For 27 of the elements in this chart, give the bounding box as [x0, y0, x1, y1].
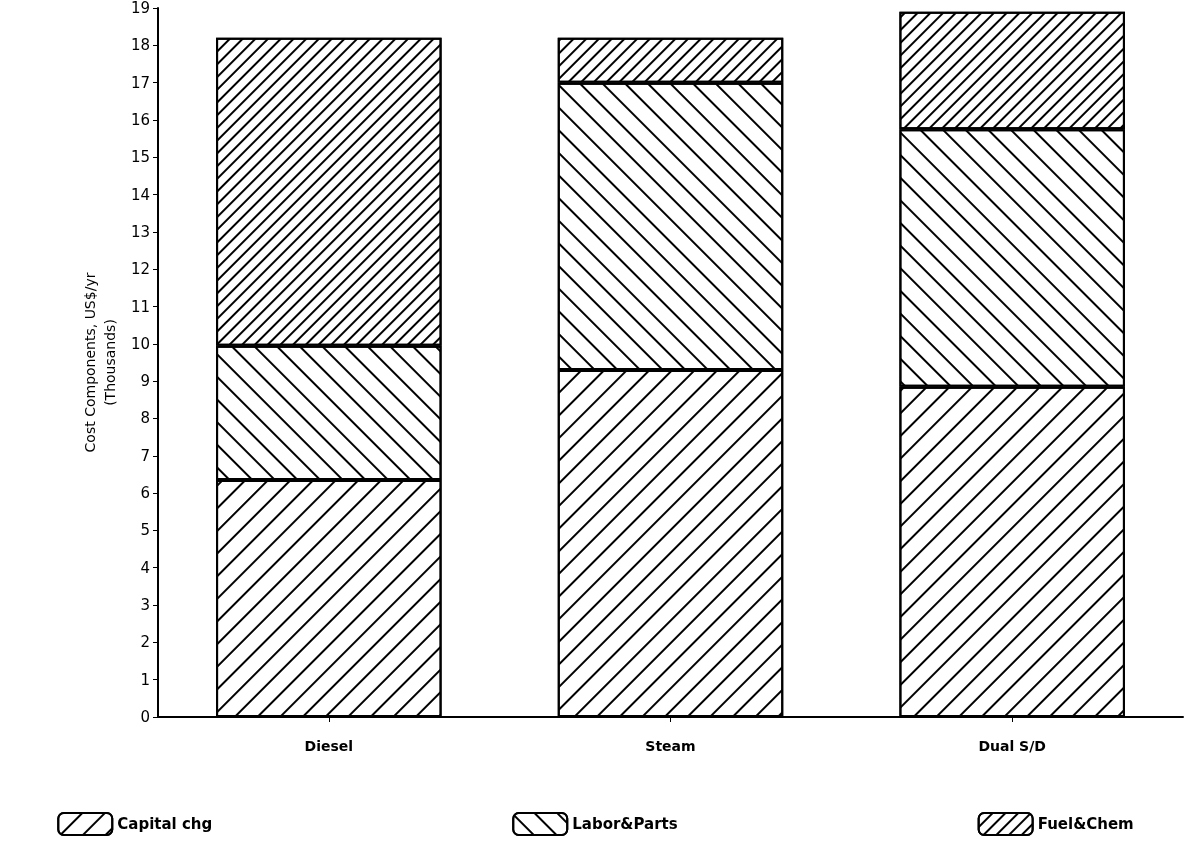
y-tick-label: 7: [140, 446, 150, 465]
y-tick-label: 10: [130, 334, 150, 353]
legend-label: Capital chg: [117, 815, 213, 833]
y-tick-label: 5: [140, 521, 150, 540]
x-tick-label: Dual S/D: [978, 738, 1046, 754]
y-tick-label: 13: [130, 222, 150, 241]
y-tick-label: 11: [130, 297, 150, 316]
y-tick-label: 17: [130, 73, 150, 92]
x-tick-label: Steam: [645, 738, 696, 754]
y-tick-label: 14: [130, 185, 150, 204]
y-tick-label: 19: [130, 0, 150, 17]
y-tick-label: 16: [130, 110, 150, 129]
y-tick-label: 0: [140, 708, 150, 726]
y-tick-label: 3: [140, 596, 150, 615]
y-tick-label: 8: [140, 409, 150, 428]
y-tick-label: 18: [130, 36, 150, 55]
y-tick-label: 15: [130, 148, 150, 167]
y-tick-label: 9: [140, 372, 150, 391]
y-axis-title: Cost Components, US$/yr (Thousands): [82, 272, 119, 453]
x-tick-label: Diesel: [304, 738, 354, 754]
legend-label: Fuel&Chem: [1037, 815, 1134, 833]
legend-label: Labor&Parts: [572, 815, 678, 833]
y-tick-label: 6: [140, 484, 150, 503]
y-tick-label: 4: [140, 558, 150, 577]
y-tick-label: 2: [140, 633, 150, 652]
y-tick-label: 12: [130, 260, 150, 279]
y-tick-label: 1: [140, 670, 150, 689]
